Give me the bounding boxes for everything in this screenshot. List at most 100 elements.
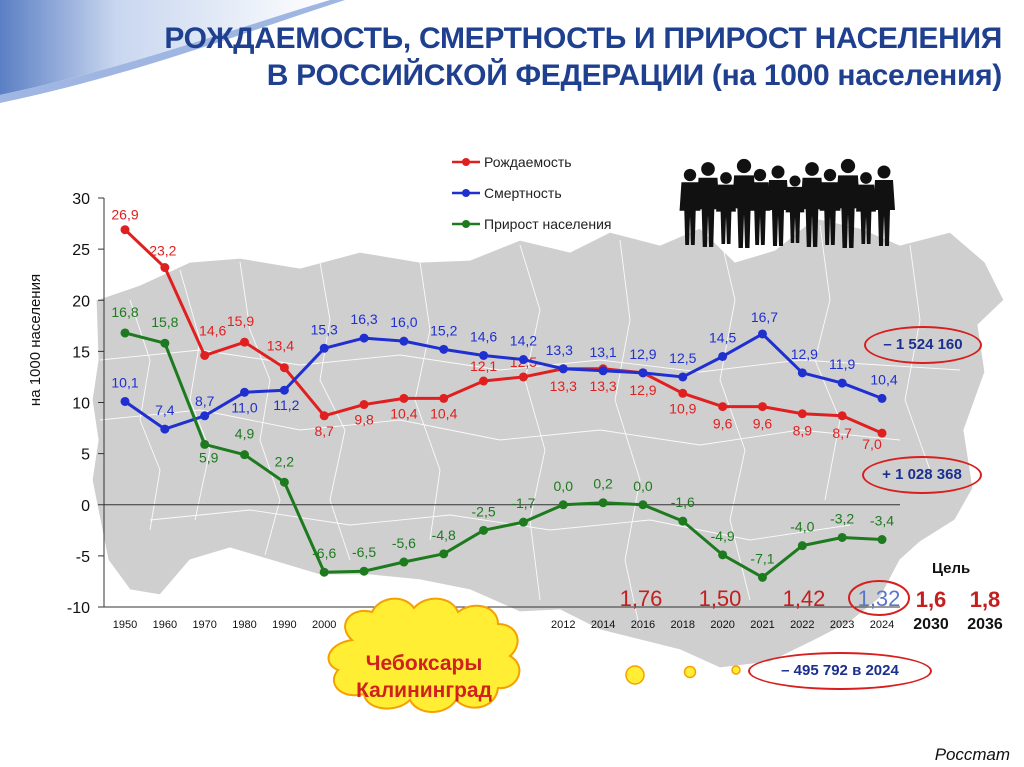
data-label: 7,4 [155,402,175,418]
data-point [757,329,767,339]
x-tick-label: 2018 [671,619,695,631]
x-tick-label: 1990 [272,619,296,631]
data-point [160,338,170,348]
data-point [797,368,807,378]
y-tick-label: 5 [81,447,90,464]
series-line [124,331,883,579]
data-point [518,372,528,382]
data-label: 4,9 [235,426,255,442]
goal-target-value: 1,8 [969,587,1001,612]
data-point [877,393,887,403]
data-point [240,450,250,460]
data-point [678,388,688,398]
data-point [240,387,250,397]
data-label: 13,3 [589,378,616,394]
legend: Рождаемость Смертность Прирост населения [452,154,611,232]
data-point [718,351,728,361]
data-label: 10,4 [430,405,457,421]
data-label: 11,2 [273,397,299,413]
cloud-city-1: Чебоксары [365,652,483,675]
data-point [479,376,489,386]
legend-entry: Прирост населения [484,216,611,232]
data-point [399,336,409,346]
data-point [837,532,847,542]
page-title: РОЖДАЕМОСТЬ, СМЕРТНОСТЬ И ПРИРОСТ НАСЕЛЕ… [122,20,1002,94]
goal-label: Цель [932,560,971,577]
data-point [678,372,688,382]
data-label: 12,9 [629,382,656,398]
data-label: 9,6 [713,416,733,432]
x-tick-label: 2023 [830,619,854,631]
goal-target-year: 2030 [913,616,949,633]
data-label: 12,9 [629,346,656,362]
data-point [200,411,210,421]
data-label: -6,5 [352,544,376,560]
data-point [279,385,289,395]
fertility-rate: 1,32 [857,586,901,611]
data-point [518,517,528,527]
data-label: 9,6 [753,416,773,432]
series-deaths: 10,1 7,4 8,7 11,0 11,2 15,3 16,3 16,0 15,2 14,6 14… [111,309,898,434]
cloud-city-2: Калининград [356,679,492,702]
x-tick-label: 2014 [591,619,615,631]
data-point [319,411,329,421]
data-label: -4,8 [432,527,456,543]
data-point [120,396,130,406]
callout-births-total: + 1 028 368 [862,456,982,494]
y-tick-label: 15 [72,344,90,361]
x-tick-label: 2016 [631,619,655,631]
data-label: 10,1 [111,374,138,390]
y-tick-label: 0 [81,498,90,515]
x-tick-label: 1960 [153,619,177,631]
x-axis: 1950196019701980199020002002201220142016… [104,504,900,631]
data-point [877,535,887,545]
x-tick-label: 2021 [750,619,774,631]
data-point [518,355,528,365]
series-growth: 16,8 15,8 5,9 4,9 2,2 -6,6 -6,5 -5,6 -4,8 -2,5 -1,… [111,304,894,582]
data-point [757,402,767,412]
series-line [124,332,883,431]
data-point [120,328,130,338]
data-label: 8,7 [832,425,852,441]
data-label: 13,1 [589,344,616,360]
data-label: 23,2 [149,243,176,259]
data-label: 7,0 [862,436,882,452]
data-label: 2,2 [275,453,295,469]
x-tick-label: 2020 [710,619,734,631]
title-line-1: РОЖДАЕМОСТЬ, СМЕРТНОСТЬ И ПРИРОСТ НАСЕЛЕ… [164,22,1002,55]
data-label: 8,9 [793,423,813,439]
data-label: 15,9 [227,313,254,329]
data-label: -1,7 [511,495,535,511]
data-label: 0,2 [593,476,613,492]
data-point [797,409,807,419]
data-point [598,498,608,508]
x-tick-label: 2024 [870,619,894,631]
data-label: 12,9 [791,346,818,362]
y-tick-label: 10 [72,396,90,413]
data-label: 15,2 [430,322,457,338]
data-point [359,333,369,343]
data-point [439,393,449,403]
data-point [359,400,369,410]
data-point [160,263,170,273]
data-point [120,225,130,235]
y-tick-label: 25 [72,242,90,259]
data-point [638,368,648,378]
data-label: 14,2 [510,333,537,349]
data-point [757,572,767,582]
data-point [200,439,210,449]
data-label: 5,9 [199,449,219,465]
data-label: 12,1 [470,358,497,374]
data-point [399,557,409,567]
fertility-rate: 1,76 [619,586,663,611]
header-band [0,0,345,103]
data-point [439,344,449,354]
fertility-rate: 1,50 [698,586,742,611]
data-point [319,567,329,577]
data-label: 8,7 [314,423,334,439]
data-point [359,566,369,576]
data-point [160,424,170,434]
data-point [797,541,807,551]
data-label: 12,5 [669,350,696,366]
